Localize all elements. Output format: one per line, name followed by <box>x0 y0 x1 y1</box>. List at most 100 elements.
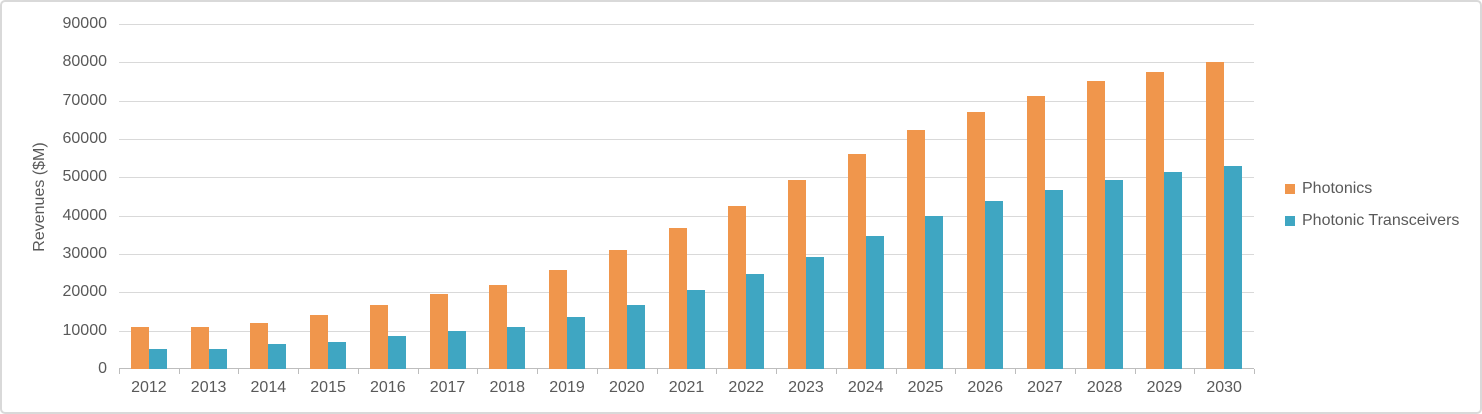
legend-label: Photonics <box>1302 180 1373 197</box>
x-axis-tick <box>418 369 419 374</box>
bar <box>1224 166 1242 369</box>
x-axis-tick <box>836 369 837 374</box>
x-axis-tick <box>1135 369 1136 374</box>
bar <box>806 257 824 369</box>
bar <box>669 228 687 369</box>
y-tick-label: 70000 <box>62 91 108 109</box>
y-tick-label: 0 <box>98 360 107 377</box>
x-axis-tick <box>238 369 239 374</box>
gridline <box>119 177 1254 179</box>
x-tick-label: 2022 <box>728 379 765 396</box>
x-axis-tick <box>298 369 299 374</box>
legend: Photonics Photonic Transceivers <box>1285 178 1459 242</box>
bar <box>567 317 585 369</box>
y-tick-label: 90000 <box>62 15 108 32</box>
bar <box>191 327 209 369</box>
y-tick-label: 40000 <box>62 206 108 224</box>
x-tick-label: 2028 <box>1086 379 1123 396</box>
bar <box>985 201 1003 369</box>
bar <box>728 206 746 369</box>
y-axis-tick-labels: 0 10000 20000 30000 40000 50000 60000 70000 8000… <box>2 15 108 377</box>
bar <box>1164 172 1182 369</box>
x-axis-tick <box>896 369 897 374</box>
x-axis-tick <box>776 369 777 374</box>
x-axis-tick <box>657 369 658 374</box>
bar <box>1105 180 1123 369</box>
x-tick-label: 2013 <box>190 379 227 396</box>
bar <box>1146 72 1164 369</box>
x-tick-label: 2024 <box>847 379 884 396</box>
plot-area <box>119 24 1255 374</box>
bar <box>250 323 268 369</box>
y-tick-label: 50000 <box>62 168 108 186</box>
y-tick-label: 30000 <box>62 245 108 262</box>
bar <box>149 349 167 369</box>
x-tick-label: 2023 <box>788 379 824 396</box>
x-tick-label: 2026 <box>967 379 1003 396</box>
y-tick-label: 80000 <box>62 53 108 71</box>
bar <box>430 294 448 369</box>
x-axis-tick <box>358 369 359 374</box>
y-tick-label: 20000 <box>62 283 108 301</box>
bar <box>131 327 149 369</box>
bar <box>848 154 866 369</box>
x-tick-label: 2029 <box>1146 379 1183 396</box>
legend-swatch-icon <box>1285 184 1295 194</box>
x-axis-tick <box>597 369 598 374</box>
x-tick-label: 2027 <box>1027 379 1063 396</box>
bar <box>1087 81 1105 369</box>
x-tick-label: 2014 <box>250 379 287 396</box>
x-axis-tick <box>537 369 538 374</box>
x-axis-tick <box>955 369 956 374</box>
bar <box>746 274 764 369</box>
x-tick-label: 2016 <box>370 379 406 396</box>
x-tick-label: 2018 <box>489 379 526 396</box>
gridline <box>119 139 1254 140</box>
y-tick-label: 10000 <box>62 321 108 339</box>
gridline <box>119 62 1254 64</box>
bar <box>609 250 627 369</box>
bar <box>967 112 985 369</box>
bar <box>687 290 705 369</box>
bar <box>370 305 388 369</box>
y-tick-label: 60000 <box>62 130 108 147</box>
bar <box>549 270 567 369</box>
x-tick-label: 2025 <box>907 379 944 396</box>
bar <box>907 130 925 369</box>
bar <box>328 342 346 369</box>
x-axis-tick <box>1194 369 1195 374</box>
x-axis-tick <box>119 369 120 374</box>
legend-swatch-icon <box>1285 216 1295 226</box>
bar <box>209 349 227 369</box>
gridline <box>119 24 1254 25</box>
x-axis-tick <box>716 369 717 374</box>
x-tick-label: 2021 <box>668 379 705 396</box>
bar <box>448 331 466 369</box>
x-axis-tick <box>1254 369 1255 374</box>
bar <box>1206 62 1224 369</box>
bar <box>1027 96 1045 369</box>
bar <box>627 305 645 369</box>
bar <box>388 336 406 369</box>
bar <box>507 327 525 369</box>
bar <box>310 315 328 369</box>
bar <box>268 344 286 369</box>
legend-item: Photonics <box>1285 178 1459 200</box>
legend-item: Photonic Transceivers <box>1285 210 1459 232</box>
gridline <box>119 215 1254 217</box>
x-tick-label: 2017 <box>429 379 466 396</box>
bar <box>788 180 806 369</box>
x-tick-label: 2015 <box>310 379 346 396</box>
x-tick-label: 2012 <box>131 379 167 396</box>
gridline <box>119 100 1254 102</box>
x-axis-tick <box>1075 369 1076 374</box>
x-tick-label: 2020 <box>608 379 645 396</box>
x-axis-tick <box>1015 369 1016 374</box>
bar <box>925 216 943 369</box>
legend-label: Photonic Transceivers <box>1302 212 1460 229</box>
x-axis-tick <box>179 369 180 374</box>
bar <box>1045 190 1063 369</box>
bar <box>866 236 884 369</box>
x-axis-tick <box>477 369 478 374</box>
